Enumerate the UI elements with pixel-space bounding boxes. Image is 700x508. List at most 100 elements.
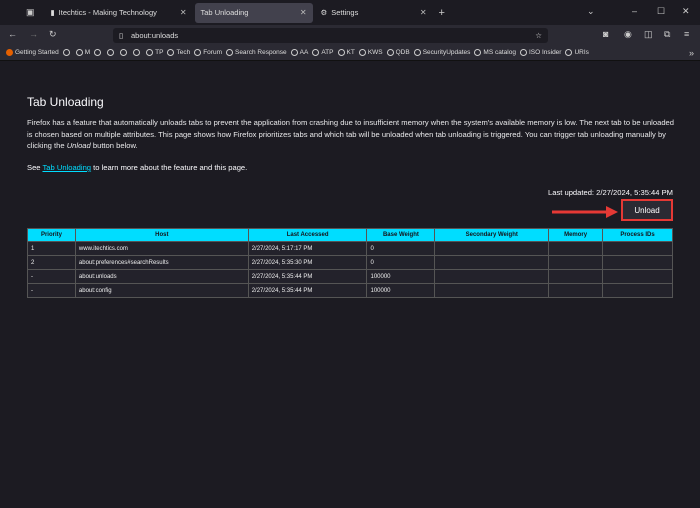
bookmark-item[interactable]: [120, 49, 129, 56]
more-bookmarks-icon[interactable]: »: [688, 47, 694, 58]
extensions-icon[interactable]: ⧉: [664, 29, 671, 39]
table-cell: [548, 241, 604, 256]
tab-bar: ▣ ▮ Itechtics - Making Technology ✕ Tab Un…: [0, 0, 700, 25]
bookmark-item[interactable]: KWS: [358, 49, 383, 56]
page-title: Tab Unloading: [27, 95, 104, 109]
bookmark-item[interactable]: Search Response: [225, 49, 287, 56]
column-header: Process IDs: [602, 228, 673, 242]
bookmark-item[interactable]: MS catalog: [474, 49, 516, 56]
tab-settings[interactable]: ⚙ Settings ✕: [320, 8, 427, 17]
globe-icon: [146, 49, 154, 56]
close-tab-icon[interactable]: ✕: [419, 8, 427, 17]
globe-icon: [358, 49, 366, 56]
bookmark-item[interactable]: Tech: [167, 49, 190, 56]
bookmark-item[interactable]: SecurityUpdates: [413, 49, 470, 56]
column-header: Host: [74, 228, 249, 242]
bookmark-item[interactable]: KT: [337, 49, 355, 56]
menu-icon[interactable]: ≡: [684, 29, 690, 39]
url-bar[interactable]: ▯ about:unloads ☆: [113, 28, 548, 43]
bookmark-item[interactable]: Getting Started: [6, 49, 59, 56]
maximize-icon[interactable]: ☐: [657, 6, 666, 16]
forward-icon[interactable]: →: [29, 29, 38, 39]
globe-icon: [413, 49, 421, 56]
table-cell: [602, 241, 673, 256]
pocket-icon[interactable]: ◙: [603, 29, 609, 39]
table-cell: [434, 241, 550, 256]
bookmark-item[interactable]: Forum: [194, 49, 222, 56]
bookmark-item[interactable]: ISO Insider: [519, 49, 561, 56]
column-header: Last Accessed: [247, 228, 368, 242]
column-header: Priority: [27, 228, 76, 242]
globe-icon: [337, 49, 345, 56]
close-tab-icon[interactable]: ✕: [299, 8, 307, 17]
chevron-down-icon[interactable]: ⌄: [587, 6, 595, 16]
globe-icon: [94, 49, 102, 56]
bookmark-item[interactable]: [133, 49, 142, 56]
globe-icon: [62, 49, 70, 56]
bookmark-item[interactable]: QDB: [386, 49, 410, 56]
tabs-table: Priority Host Last Accessed Base Weight Seco…: [27, 228, 673, 298]
reload-icon[interactable]: ↻: [49, 29, 57, 39]
back-icon[interactable]: ←: [8, 29, 17, 39]
table-cell: 2: [27, 255, 76, 270]
column-header: Secondary Weight: [434, 228, 550, 242]
bookmark-star-icon[interactable]: ☆: [535, 31, 542, 40]
new-tab-icon[interactable]: +: [438, 6, 445, 19]
table-cell: 100000: [366, 283, 436, 298]
bookmark-item[interactable]: URIs: [565, 49, 589, 56]
globe-icon: [107, 49, 115, 56]
globe-icon: [386, 49, 394, 56]
table-cell: 2/27/2024, 5:17:17 PM: [247, 241, 368, 256]
table-cell: 2/27/2024, 5:35:44 PM: [247, 283, 368, 298]
globe-icon: [290, 49, 298, 56]
arrow-annotation-icon: [552, 206, 618, 218]
globe-icon: [312, 49, 320, 56]
globe-icon: [75, 49, 83, 56]
table-cell: [548, 283, 604, 298]
table-row: 2 about:preferences#searchResults 2/27/202…: [27, 255, 673, 270]
tab-list-icon[interactable]: ▣: [26, 7, 35, 17]
bookmark-item[interactable]: ATP: [312, 49, 334, 56]
table-row: - about:config 2/27/2024, 5:35:44 PM 100000: [27, 283, 673, 298]
page-icon: ▯: [119, 31, 124, 40]
nav-bar: ← → ↻ ▯ about:unloads ☆ ◙ ◉ ◫ ⧉ ≡: [0, 25, 700, 45]
globe-icon: [519, 49, 527, 56]
table-cell: about:config: [74, 283, 249, 298]
table-cell: [434, 269, 550, 284]
close-tab-icon[interactable]: ✕: [179, 8, 187, 17]
tab-unloading-link[interactable]: Tab Unloading: [42, 163, 92, 172]
minimize-icon[interactable]: –: [632, 6, 638, 16]
bookmark-item[interactable]: [94, 49, 103, 56]
sidebar-icon[interactable]: ◫: [644, 29, 653, 39]
table-cell: about:preferences#searchResults: [74, 255, 249, 270]
table-cell: 100000: [366, 269, 436, 284]
bookmark-item[interactable]: [62, 49, 72, 56]
gear-icon: ⚙: [320, 8, 328, 17]
tab-itechtics[interactable]: ▮ Itechtics - Making Technology ✕: [50, 8, 187, 17]
table-cell: [548, 269, 604, 284]
table-cell: -: [27, 283, 76, 298]
see-line: See Tab Unloading to learn more about th…: [27, 163, 248, 172]
table-cell: 1: [27, 241, 76, 256]
bookmark-item[interactable]: M: [75, 49, 90, 56]
table-cell: about:unloads: [74, 269, 249, 284]
account-icon[interactable]: ◉: [624, 29, 632, 39]
table-cell: [434, 255, 550, 270]
table-cell: [548, 255, 604, 270]
unload-button[interactable]: Unload: [621, 199, 673, 221]
bookmark-item[interactable]: TP: [146, 49, 163, 56]
table-cell: 2/27/2024, 5:35:44 PM: [247, 269, 368, 284]
table-cell: 0: [366, 255, 436, 270]
globe-icon: [194, 49, 202, 56]
table-cell: -: [27, 269, 76, 284]
tab-tab-unloading[interactable]: Tab Unloading ✕: [194, 2, 313, 23]
table-row: 1 www.itechtics.com 2/27/2024, 5:17:17 PM 0: [27, 241, 673, 256]
table-cell: [602, 255, 673, 270]
favicon-icon: ▮: [50, 8, 55, 17]
globe-icon: [120, 49, 128, 56]
bookmark-item[interactable]: AA: [290, 49, 308, 56]
last-updated: Last updated: 2/27/2024, 5:35:44 PM: [548, 188, 673, 197]
bookmark-item[interactable]: [107, 49, 116, 56]
close-window-icon[interactable]: ✕: [682, 6, 690, 16]
page-description: Firefox has a feature that automatically…: [27, 118, 674, 150]
